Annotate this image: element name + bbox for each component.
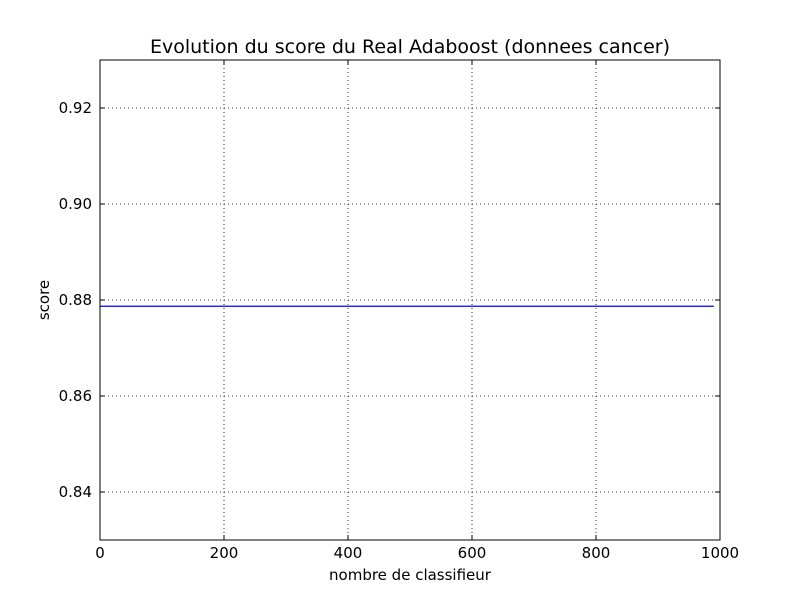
y-tick-label: 0.88 (59, 291, 92, 309)
y-tick-label: 0.84 (59, 483, 92, 501)
x-tick-label: 0 (95, 544, 105, 562)
x-tick-label: 800 (582, 544, 611, 562)
x-tick-label: 600 (458, 544, 487, 562)
y-tick-label: 0.86 (59, 387, 92, 405)
tick-marks (99, 60, 721, 540)
x-tick-label: 1000 (701, 544, 739, 562)
y-tick-labels: 0.84 0.86 0.88 0.90 0.92 (59, 99, 92, 501)
x-axis-label: nombre de classifieur (329, 566, 492, 584)
y-tick-label: 0.90 (59, 195, 92, 213)
grid-lines (100, 60, 720, 540)
x-tick-label: 400 (334, 544, 363, 562)
x-tick-labels: 0 200 400 600 800 1000 (95, 544, 739, 562)
y-tick-label: 0.92 (59, 99, 92, 117)
chart-title: Evolution du score du Real Adaboost (don… (150, 36, 670, 58)
y-axis-label: score (35, 280, 53, 320)
x-tick-label: 200 (210, 544, 239, 562)
